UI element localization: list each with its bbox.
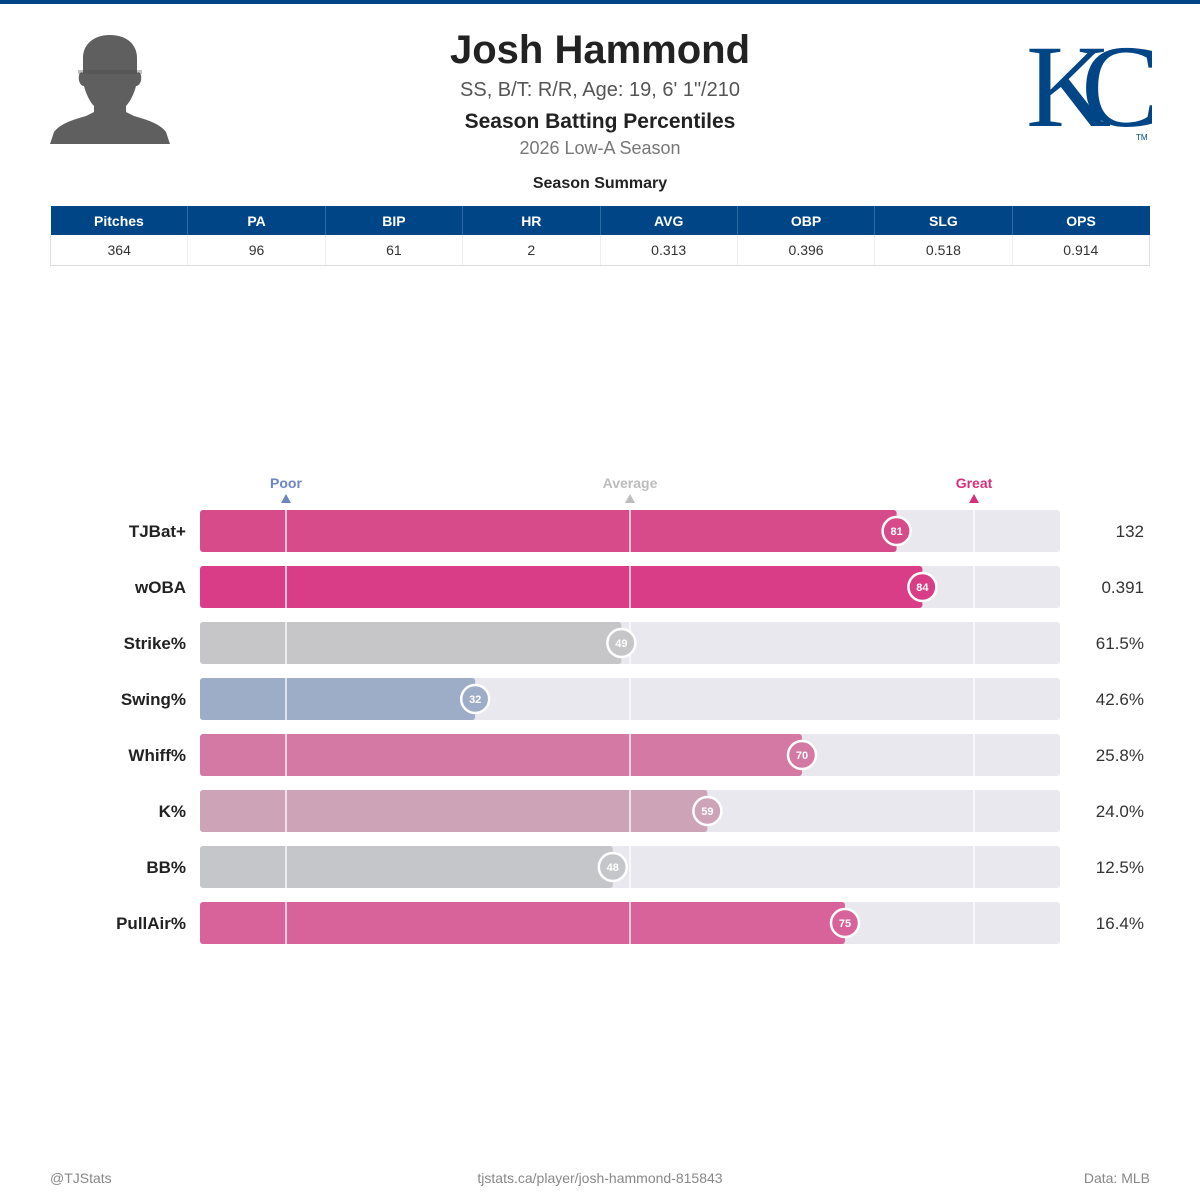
reference-label-poor: Poor — [270, 475, 302, 491]
percentile-label: 59 — [701, 806, 713, 818]
summary-header-row: Pitches PA BIP HR AVG OBP SLG OPS — [50, 206, 1150, 235]
category-label: Whiff% — [128, 746, 186, 765]
percentile-label: 48 — [607, 862, 619, 874]
percentile-bubble — [597, 851, 629, 883]
summary-value-cell: 0.396 — [736, 235, 875, 266]
bar — [200, 566, 923, 608]
summary-header-cell: BIP — [324, 206, 463, 235]
summary-title: Season Summary — [532, 175, 668, 192]
percentile-label: 84 — [916, 582, 929, 594]
category-label: wOBA — [134, 578, 186, 597]
logo-trademark: TM — [1136, 133, 1148, 142]
reference-label-average: Average — [603, 475, 658, 491]
player-name: Josh Hammond — [449, 28, 751, 72]
stat-value: 16.4% — [1096, 914, 1144, 933]
reference-marker-icon — [281, 494, 291, 503]
summary-header-cell: OBP — [736, 206, 875, 235]
percentile-bubble — [907, 571, 938, 603]
summary-value-cell: 2 — [462, 235, 600, 266]
bar — [200, 790, 708, 832]
stat-value: 24.0% — [1096, 802, 1144, 821]
reference-label-great: Great — [956, 475, 993, 491]
reference-marker-icon — [625, 494, 635, 503]
percentile-label: 81 — [890, 526, 902, 538]
summary-header-cell: PA — [187, 206, 326, 235]
season-summary-table: Pitches PA BIP HR AVG OBP SLG OPS 364 96… — [49, 206, 1151, 266]
stat-value: 42.6% — [1096, 690, 1144, 709]
player-info: SS, B/T: R/R, Age: 19, 6' 1"/210 — [460, 79, 740, 101]
summary-header-cell: OPS — [1011, 206, 1150, 235]
chart-title: Season Batting Percentiles — [464, 110, 736, 133]
percentile-bubble — [459, 683, 491, 715]
summary-value-cell: 0.914 — [1011, 235, 1151, 266]
category-label: PullAir% — [116, 914, 186, 933]
bar — [200, 510, 897, 552]
percentile-chart: Poor Average Great 81 TJBat+ 132 84 wOBA 0.391 49… — [116, 475, 1144, 944]
bar — [200, 678, 476, 720]
summary-header-cell: AVG — [599, 206, 738, 235]
footer-source: Data: MLB — [1083, 1170, 1150, 1186]
category-label: K% — [159, 802, 186, 821]
stat-value: 61.5% — [1096, 634, 1144, 653]
player-headshot-silhouette — [50, 32, 170, 144]
percentile-bubble — [786, 739, 818, 771]
reference-marker-icon — [969, 494, 979, 503]
footer-handle: @TJStats — [50, 1170, 112, 1186]
summary-value-row: 364 96 61 2 0.313 0.396 0.518 0.914 — [49, 235, 1151, 266]
bar — [200, 902, 845, 944]
summary-value-cell: 0.313 — [599, 235, 738, 266]
category-label: Swing% — [121, 690, 186, 709]
percentile-label: 49 — [615, 638, 627, 650]
summary-header-cell: HR — [462, 206, 600, 235]
stat-value: 25.8% — [1096, 746, 1144, 765]
summary-header-cell: Pitches — [50, 206, 188, 235]
footer-url: tjstats.ca/player/josh-hammond-815843 — [477, 1170, 723, 1186]
top-accent-bar — [0, 0, 1200, 4]
percentile-bubble — [881, 515, 912, 547]
team-logo: KC TM — [1026, 21, 1184, 152]
page-header: Josh Hammond SS, B/T: R/R, Age: 19, 6' 1… — [300, 26, 900, 160]
summary-value-cell: 96 — [187, 235, 326, 266]
bar — [200, 846, 613, 888]
stat-value: 12.5% — [1096, 858, 1144, 877]
percentile-label: 75 — [839, 918, 851, 930]
stat-value: 132 — [1116, 522, 1144, 541]
summary-value-cell: 61 — [324, 235, 463, 266]
percentile-bubble — [692, 795, 723, 827]
stat-value: 0.391 — [1101, 578, 1144, 597]
bar — [200, 734, 802, 776]
season-label: 2026 Low-A Season — [519, 138, 681, 158]
percentile-bubble — [829, 907, 861, 939]
summary-value-cell: 0.518 — [874, 235, 1013, 266]
summary-value-cell: 364 — [49, 235, 188, 266]
bar — [200, 622, 622, 664]
percentile-bubble — [606, 627, 637, 659]
logo-lettering: KC — [1026, 26, 1152, 144]
percentile-label: 32 — [469, 694, 481, 706]
category-label: Strike% — [124, 634, 186, 653]
category-label: BB% — [146, 858, 186, 877]
percentile-label: 70 — [796, 750, 808, 762]
summary-header-cell: SLG — [874, 206, 1013, 235]
category-label: TJBat+ — [129, 522, 186, 541]
